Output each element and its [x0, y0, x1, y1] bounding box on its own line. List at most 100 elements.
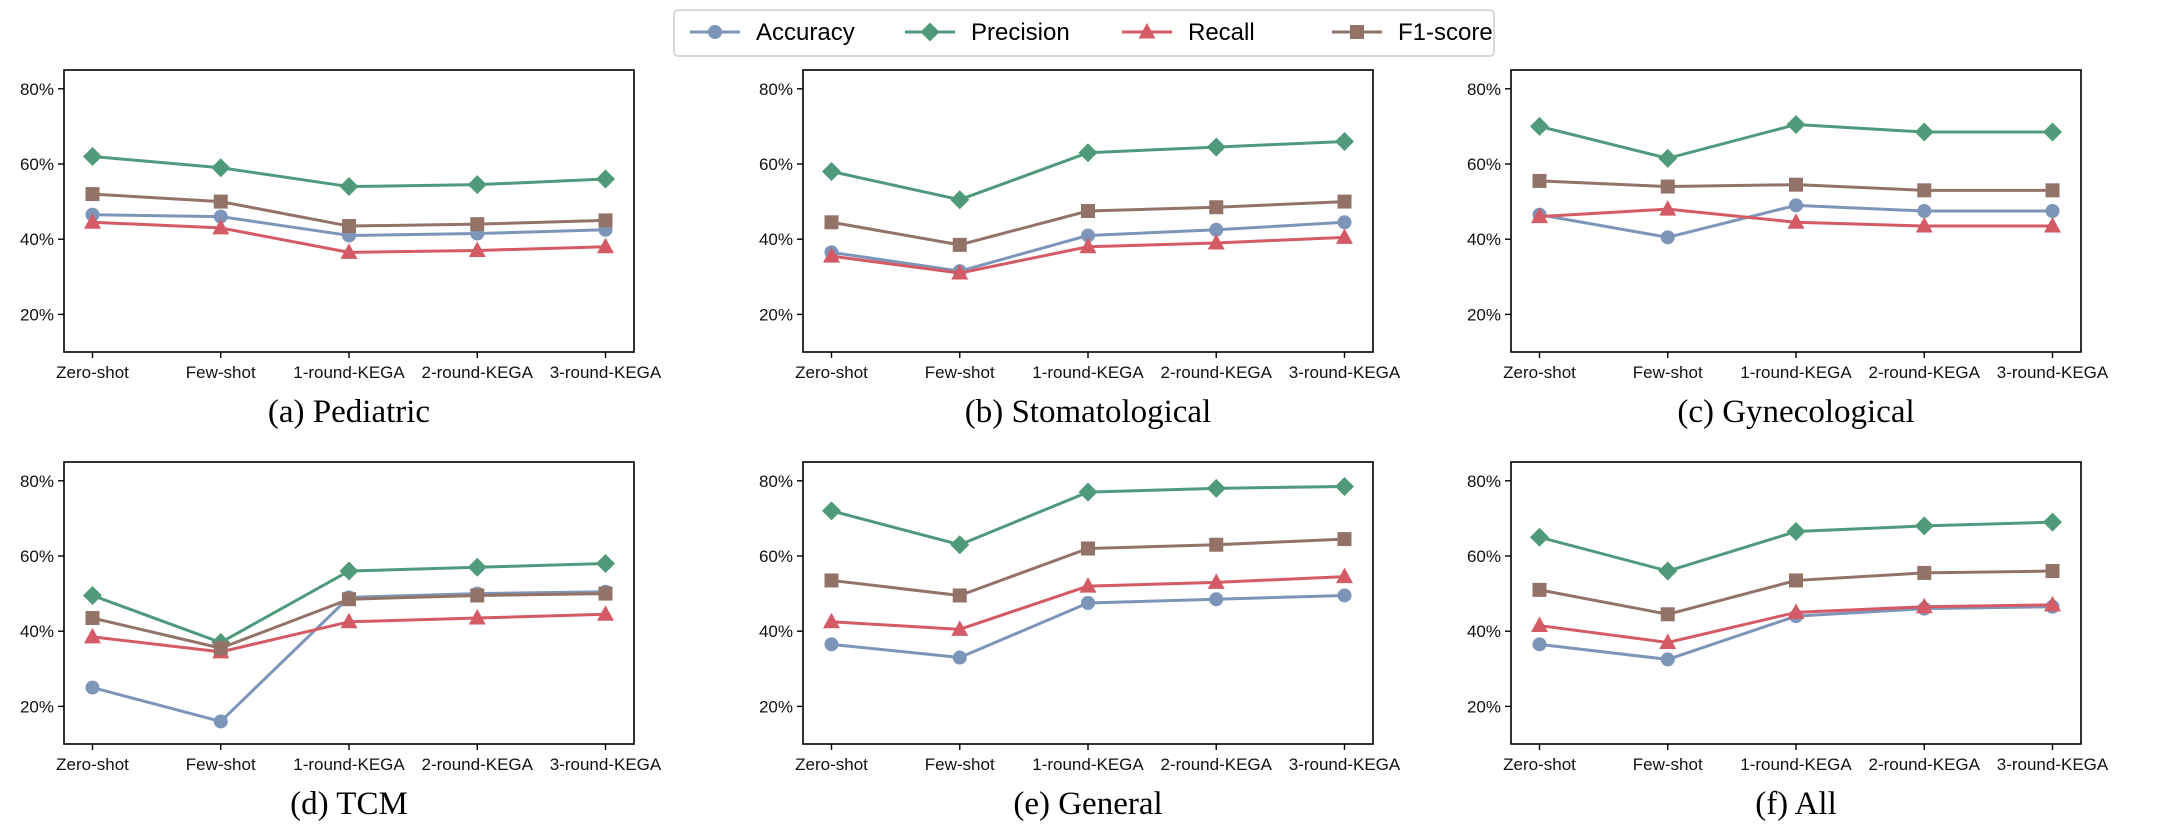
data-point — [2045, 564, 2060, 579]
x-tick-label: 3-round-KEGA — [1289, 755, 1401, 774]
data-point — [83, 146, 102, 166]
data-point — [1081, 228, 1095, 243]
y-tick-label: 60% — [1467, 155, 1501, 174]
series-precision — [1530, 115, 2062, 168]
data-point — [822, 162, 841, 182]
y-tick-label: 60% — [20, 155, 54, 174]
series-accuracy — [824, 588, 1352, 665]
data-point — [1337, 215, 1352, 230]
panel-caption: (e) General — [1013, 786, 1162, 822]
legend-entry-f1-score: F1-score — [1332, 19, 1493, 46]
legend-entry-recall: Recall — [1122, 19, 1255, 46]
data-point — [339, 177, 359, 197]
series-f1-score — [1532, 564, 2060, 622]
x-tick-label: Few-shot — [1633, 363, 1703, 382]
legend-marker — [920, 22, 940, 42]
data-point — [951, 264, 969, 280]
data-point — [2043, 512, 2062, 532]
data-point — [823, 612, 840, 629]
data-point — [85, 680, 100, 695]
x-tick-label: 2-round-KEGA — [422, 363, 534, 382]
y-tick-label: 40% — [1467, 230, 1501, 249]
data-point — [598, 586, 613, 601]
data-point — [2044, 595, 2061, 612]
data-point — [1206, 137, 1226, 157]
y-tick-label: 20% — [20, 697, 54, 716]
legend-label: F1-score — [1398, 19, 1493, 46]
data-point — [824, 637, 839, 652]
legend-marker — [1350, 25, 1364, 39]
x-tick-label: Few-shot — [186, 363, 256, 382]
data-point — [1209, 200, 1224, 215]
data-point — [2044, 217, 2061, 233]
data-point — [1336, 567, 1353, 584]
data-point — [1789, 573, 1803, 588]
x-tick-label: Few-shot — [186, 755, 256, 774]
data-point — [1081, 541, 1095, 556]
data-point — [598, 213, 613, 228]
panel-caption: (b) Stomatological — [965, 394, 1212, 430]
x-tick-label: 1-round-KEGA — [1740, 363, 1852, 382]
legend-label: Accuracy — [756, 19, 855, 46]
data-point — [950, 535, 970, 555]
series-f1-score — [824, 532, 1352, 603]
y-tick-label: 20% — [1467, 697, 1501, 716]
x-tick-label: 1-round-KEGA — [1740, 755, 1852, 774]
series-precision — [822, 476, 1354, 555]
data-point — [211, 158, 231, 178]
legend-label: Precision — [971, 19, 1070, 46]
data-point — [213, 714, 228, 729]
data-point — [1530, 116, 1549, 136]
data-point — [1789, 198, 1803, 213]
y-tick-label: 60% — [759, 547, 793, 566]
y-tick-label: 20% — [759, 697, 793, 716]
series-f1-score — [85, 187, 613, 234]
data-point — [1786, 115, 1806, 135]
data-point — [2045, 183, 2060, 198]
data-point — [1209, 222, 1224, 237]
x-tick-label: 3-round-KEGA — [1997, 755, 2109, 774]
y-tick-label: 80% — [759, 472, 793, 491]
x-tick-label: Zero-shot — [795, 363, 868, 382]
data-point — [2045, 204, 2060, 218]
series-f1-score — [824, 194, 1352, 252]
data-point — [1209, 592, 1224, 607]
data-point — [1917, 204, 1932, 218]
x-tick-label: 1-round-KEGA — [1032, 363, 1144, 382]
panel-e: 20% 40% 60% 80% Zero-shot Few-shot 1-round-KEG… — [759, 461, 1401, 822]
data-point — [1530, 527, 1549, 547]
data-point — [85, 187, 100, 202]
x-tick-label: Few-shot — [925, 755, 995, 774]
data-point — [823, 247, 840, 263]
y-tick-label: 20% — [759, 305, 793, 324]
x-tick-label: 1-round-KEGA — [1032, 755, 1144, 774]
panel-c: 20% 40% 60% 80% Zero-shot Few-shot 1-round-KEG… — [1467, 69, 2109, 430]
x-tick-label: 2-round-KEGA — [1869, 363, 1981, 382]
y-tick-label: 40% — [1467, 622, 1501, 641]
y-tick-label: 80% — [20, 80, 54, 99]
data-point — [1914, 516, 1934, 536]
data-point — [467, 175, 487, 195]
data-point — [1787, 603, 1805, 619]
legend-label: Recall — [1188, 19, 1255, 46]
data-point — [468, 609, 486, 625]
y-tick-label: 80% — [1467, 472, 1501, 491]
data-point — [1335, 131, 1354, 151]
data-point — [339, 561, 359, 581]
data-point — [1337, 588, 1352, 603]
series-recall — [1531, 595, 2061, 649]
data-point — [1081, 596, 1095, 610]
y-tick-label: 60% — [1467, 547, 1501, 566]
data-point — [1336, 228, 1353, 244]
data-point — [952, 650, 967, 665]
series-recall — [1531, 200, 2061, 233]
data-point — [1658, 561, 1678, 581]
x-tick-label: 3-round-KEGA — [1289, 363, 1401, 382]
x-tick-label: 3-round-KEGA — [550, 363, 662, 382]
data-point — [342, 592, 356, 607]
data-point — [1207, 233, 1225, 250]
y-tick-label: 40% — [759, 230, 793, 249]
data-point — [1658, 148, 1678, 168]
legend-entry-accuracy: Accuracy — [690, 19, 855, 46]
